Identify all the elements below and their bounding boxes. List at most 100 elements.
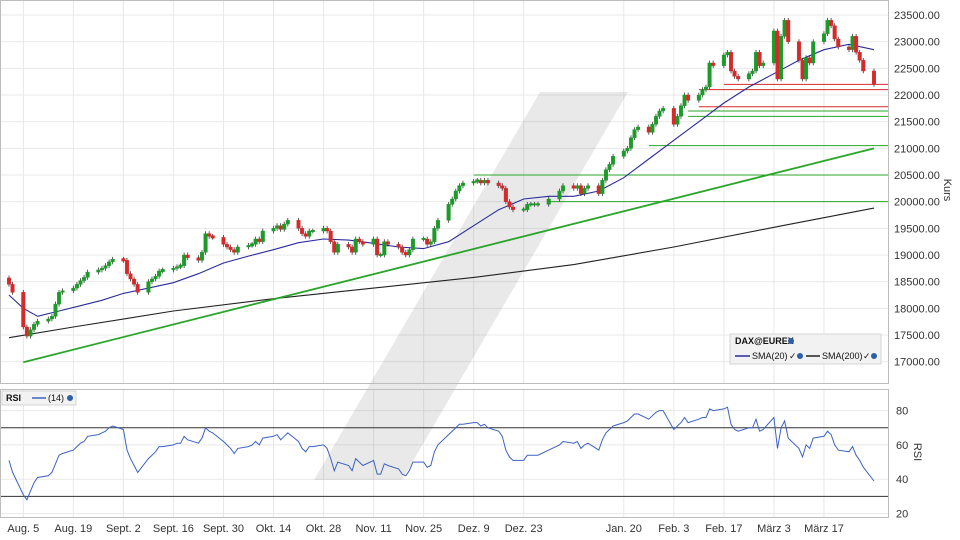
candle-up [471, 181, 476, 184]
price-tick-label: 20000.00 [894, 197, 940, 209]
time-tick-label: Aug. 19 [54, 523, 92, 535]
candle-up [771, 30, 776, 64]
candle-down [325, 228, 330, 232]
candle-down [736, 76, 741, 80]
candle-up [146, 281, 151, 293]
rsi-legend-globe-icon[interactable] [67, 395, 73, 401]
candle-down [350, 246, 355, 253]
candle-up [607, 164, 612, 170]
candle-down [857, 52, 862, 61]
rsi-grid [1, 410, 888, 515]
candle-up [428, 241, 433, 245]
price-tick-label: 19000.00 [894, 250, 940, 262]
candle-down [478, 180, 483, 184]
time-tick-label: Dez. 9 [458, 523, 490, 535]
rsi-levels [1, 427, 888, 497]
candle-down [732, 70, 737, 77]
price-grid [1, 14, 888, 363]
candle-down [185, 254, 190, 258]
candle-up [600, 180, 605, 194]
rsi-tick-label: 40 [896, 474, 908, 486]
price-tick-label: 18500.00 [894, 277, 940, 289]
candle-up [149, 278, 154, 282]
sma-lines [8, 43, 875, 339]
candle-down [21, 292, 26, 328]
candle-down [400, 246, 405, 253]
time-tick-label: Okt. 28 [306, 523, 341, 535]
candle-up [611, 156, 616, 165]
candle-down [796, 41, 801, 61]
legend-sma200-check-icon[interactable]: ✓ [863, 351, 871, 361]
candle-down [500, 185, 505, 189]
candle-up [174, 266, 179, 269]
candle-up [310, 230, 315, 232]
rsi-axis-title: RSI [911, 443, 923, 461]
candle-up [536, 203, 541, 206]
candle-up [825, 20, 830, 34]
time-tick-label: Aug. 5 [7, 523, 39, 535]
rsi-axis: 20 40 60 80 [896, 406, 908, 521]
price-tick-label: 23000.00 [894, 37, 940, 49]
candle-up [761, 62, 766, 66]
candle-up [446, 204, 451, 221]
candle-down [396, 244, 401, 248]
candle-up [321, 228, 326, 232]
legend-sma20-globe-icon[interactable] [797, 353, 803, 359]
legend-sma20: SMA(20) [752, 351, 788, 361]
candle-down [210, 235, 215, 239]
candle-up [200, 252, 205, 261]
candle-down [671, 108, 676, 125]
candle-down [128, 273, 133, 280]
candle-up [650, 124, 655, 133]
legend-instrument-globe-icon[interactable] [788, 338, 794, 344]
rsi-line [8, 406, 875, 501]
candle-up [71, 287, 76, 291]
candle-down [124, 260, 129, 274]
candle-up [682, 94, 687, 106]
candle-up [678, 105, 683, 117]
candle-up [32, 324, 37, 330]
candle-up [60, 290, 65, 293]
legend-sma200-globe-icon[interactable] [871, 353, 877, 359]
candle-up [636, 126, 641, 130]
candle-up [182, 254, 187, 266]
candle-down [257, 238, 262, 242]
price-tick-label: 17000.00 [894, 357, 940, 369]
candle-down [207, 233, 212, 237]
rsi-tick-label: 80 [896, 406, 908, 418]
candle-up [457, 185, 462, 192]
legend-sma20-check-icon[interactable]: ✓ [789, 351, 797, 361]
price-tick-label: 22500.00 [894, 63, 940, 75]
rsi-tick-label: 20 [896, 509, 908, 521]
time-tick-label: Okt. 14 [256, 523, 291, 535]
price-axis: 17000.00 17500.00 18000.00 18500.00 19000.00… [894, 10, 940, 369]
candle-up [353, 238, 358, 253]
candle-up [253, 238, 258, 245]
candle-up [628, 137, 633, 149]
candle-up [285, 220, 290, 225]
candle-down [296, 220, 301, 229]
candle-down [646, 126, 651, 133]
candle-down [228, 246, 233, 250]
price-tick-label: 17500.00 [894, 330, 940, 342]
time-tick-label: März 3 [757, 523, 791, 535]
price-tick-label: 23500.00 [894, 10, 940, 22]
candle-up [632, 129, 637, 138]
time-tick-label: Jan. 20 [606, 523, 642, 535]
candle-up [754, 52, 759, 72]
trend-lines [23, 147, 875, 364]
candle-up [107, 261, 112, 266]
candle-down [278, 225, 283, 230]
candle-down [132, 278, 137, 285]
candle-up [821, 33, 826, 42]
candle-up [28, 329, 33, 337]
candle-up [586, 185, 591, 189]
candle-up [696, 94, 701, 101]
candle-down [225, 244, 230, 248]
candle-down [375, 238, 380, 256]
candle-down [121, 258, 126, 262]
candle-down [328, 230, 333, 242]
time-tick-label: Sept. 16 [153, 523, 194, 535]
candle-down [360, 241, 365, 245]
candle-up [57, 292, 62, 305]
